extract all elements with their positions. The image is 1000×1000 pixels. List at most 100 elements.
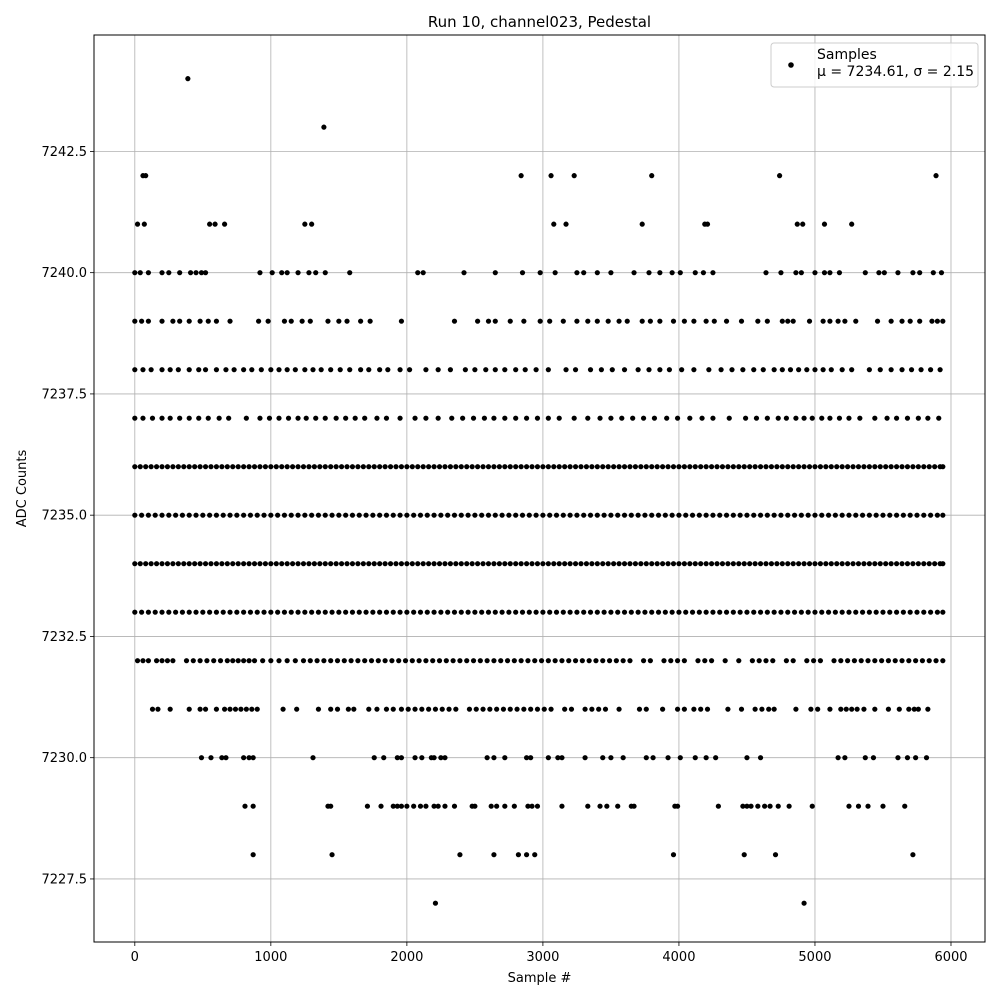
data-point — [412, 755, 418, 761]
data-point — [390, 609, 396, 615]
data-point — [744, 609, 750, 615]
data-point — [383, 609, 390, 615]
data-point — [764, 609, 770, 615]
data-point — [344, 318, 350, 324]
data-point — [643, 464, 649, 470]
data-point — [872, 415, 878, 421]
x-tick-label: 1000 — [254, 950, 287, 965]
y-tick-label: 7232.5 — [42, 630, 88, 645]
data-point — [435, 367, 441, 373]
data-point — [609, 367, 615, 373]
data-point — [205, 415, 211, 421]
data-point — [179, 609, 186, 615]
data-point — [723, 318, 730, 324]
data-point — [377, 464, 383, 470]
data-point — [779, 318, 785, 324]
data-point — [768, 561, 775, 567]
data-point — [660, 464, 666, 470]
data-point — [143, 464, 149, 470]
data-point — [819, 415, 825, 421]
data-point — [809, 415, 815, 421]
data-point — [198, 270, 205, 276]
data-point — [593, 658, 599, 664]
y-tick-label: 7237.5 — [42, 387, 88, 402]
data-point — [219, 755, 225, 761]
data-point — [796, 561, 802, 567]
data-point — [529, 464, 535, 470]
data-point — [311, 464, 317, 470]
data-point — [534, 415, 541, 421]
x-tick-label: 5000 — [798, 950, 831, 965]
data-point — [343, 415, 349, 421]
data-point — [696, 512, 702, 518]
data-point — [393, 561, 399, 567]
data-point — [674, 415, 681, 421]
data-point — [764, 318, 770, 324]
data-point — [533, 609, 539, 615]
data-point — [491, 658, 497, 664]
data-point — [479, 609, 485, 615]
data-point — [170, 318, 176, 324]
data-point — [753, 415, 760, 421]
data-point — [934, 609, 940, 615]
data-point — [145, 609, 152, 615]
data-point — [817, 561, 824, 567]
data-point — [431, 755, 437, 761]
data-point — [578, 464, 584, 470]
data-point — [232, 706, 239, 712]
data-point — [371, 464, 377, 470]
data-point — [423, 803, 429, 809]
data-point — [394, 755, 400, 761]
data-point — [285, 415, 292, 421]
data-point — [377, 609, 383, 615]
data-point — [794, 221, 800, 227]
data-point — [500, 706, 507, 712]
data-point — [545, 561, 551, 567]
data-point — [594, 561, 600, 567]
data-point — [461, 270, 467, 276]
data-point — [651, 415, 658, 421]
data-point — [933, 173, 939, 179]
data-point — [439, 706, 445, 712]
data-point — [738, 318, 745, 324]
data-point — [258, 367, 264, 373]
data-point — [309, 609, 315, 615]
data-point — [913, 658, 919, 664]
data-point — [317, 561, 323, 567]
data-point — [213, 512, 220, 518]
data-point — [186, 464, 192, 470]
data-point — [567, 464, 573, 470]
data-point — [839, 464, 845, 470]
data-point — [480, 706, 486, 712]
data-point — [808, 706, 814, 712]
data-point — [177, 270, 183, 276]
data-point — [661, 658, 667, 664]
data-point — [589, 706, 595, 712]
data-point — [582, 706, 588, 712]
data-point — [465, 609, 471, 615]
data-point — [578, 561, 584, 567]
data-point — [927, 512, 934, 518]
data-point — [211, 658, 217, 664]
data-point — [202, 706, 209, 712]
data-point — [866, 609, 872, 615]
data-point — [523, 755, 530, 761]
data-point — [457, 658, 463, 664]
data-point — [484, 755, 490, 761]
data-point — [159, 658, 165, 664]
data-point — [665, 464, 671, 470]
data-point — [170, 464, 176, 470]
data-point — [412, 415, 418, 421]
data-point — [640, 658, 647, 664]
data-point — [689, 512, 696, 518]
data-point — [534, 464, 541, 470]
data-point — [295, 561, 301, 567]
data-point — [842, 755, 848, 761]
data-point — [398, 803, 405, 809]
data-point — [657, 367, 663, 373]
data-point — [718, 367, 724, 373]
data-point — [351, 706, 357, 712]
data-point — [669, 270, 675, 276]
data-point — [574, 318, 580, 324]
data-point — [589, 464, 595, 470]
